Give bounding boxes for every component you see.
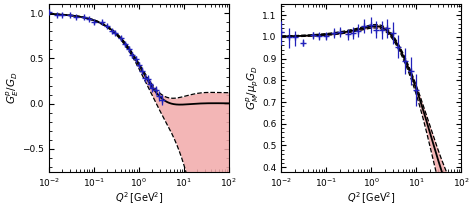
- X-axis label: $Q^2\,[\mathrm{GeV}^2]$: $Q^2\,[\mathrm{GeV}^2]$: [347, 190, 395, 206]
- Y-axis label: $G_E^p/G_D$: $G_E^p/G_D$: [4, 72, 21, 104]
- X-axis label: $Q^2\,[\mathrm{GeV}^2]$: $Q^2\,[\mathrm{GeV}^2]$: [115, 190, 163, 206]
- Y-axis label: $G_M^p/\mu_p G_D$: $G_M^p/\mu_p G_D$: [244, 66, 261, 110]
